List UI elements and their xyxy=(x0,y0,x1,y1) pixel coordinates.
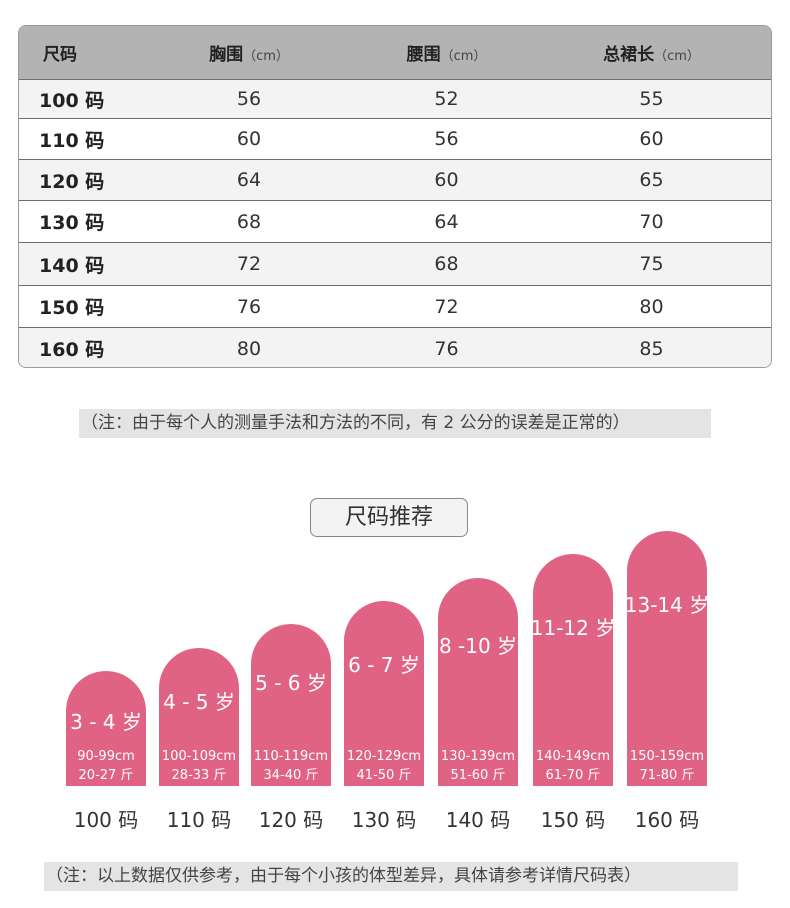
table-row: 110 码 60 56 60 xyxy=(19,118,771,159)
header-length: 总裙长（cm） xyxy=(559,40,744,65)
cell-length: 75 xyxy=(639,253,664,275)
bar-weight-label: 34-40 斤 xyxy=(263,768,319,783)
cell-size: 140 码 xyxy=(39,254,105,277)
bar-weight-label: 51-60 斤 xyxy=(450,768,506,783)
bar-age-label: 13-14 岁 xyxy=(624,593,710,617)
header-size-label: 尺码 xyxy=(43,45,77,65)
bar-age-label: 3 - 4 岁 xyxy=(70,710,142,734)
cell-size: 160 码 xyxy=(39,339,105,361)
cell-length: 65 xyxy=(639,169,664,191)
header-length-unit: （cm） xyxy=(654,49,700,64)
recommend-title: 尺码推荐 xyxy=(310,498,468,537)
reference-note: （注：以上数据仅供参考，由于每个小孩的体型差异，具体请参考详情尺码表） xyxy=(44,862,738,891)
bar-height-label: 90-99cm xyxy=(77,749,135,764)
cell-waist: 64 xyxy=(434,210,459,233)
bar-weight-label: 61-70 斤 xyxy=(545,768,601,783)
bar-height-label: 140-149cm xyxy=(535,749,611,764)
table-row: 100 码 56 52 55 xyxy=(19,79,771,118)
bar-weight-label: 20-27 斤 xyxy=(78,768,134,783)
bar-height-label: 120-129cm xyxy=(346,749,422,764)
cell-chest: 72 xyxy=(236,253,262,275)
cell-chest: 80 xyxy=(236,337,262,360)
size-bar: 8 -10 岁 130-139cm 51-60 斤 xyxy=(438,578,518,786)
bar-age-label: 8 -10 岁 xyxy=(438,634,518,658)
table-header: 尺码 胸围（cm） 腰围（cm） 总裙长（cm） xyxy=(19,26,771,79)
cell-chest: 76 xyxy=(236,295,262,318)
header-waist-unit: （cm） xyxy=(440,49,487,64)
cell-waist: 60 xyxy=(434,169,459,191)
cell-chest: 68 xyxy=(236,210,262,233)
bar-age-label: 11-12 岁 xyxy=(530,616,616,640)
bar-size-label: 120 码 xyxy=(258,808,324,832)
bar-age-label: 6 - 7 岁 xyxy=(348,653,420,677)
header-length-label: 总裙长 xyxy=(603,45,655,65)
bar-size-label: 140 码 xyxy=(445,808,511,832)
size-bar: 11-12 岁 140-149cm 61-70 斤 xyxy=(531,554,615,786)
cell-length: 80 xyxy=(639,295,664,318)
cell-waist: 68 xyxy=(434,253,459,275)
cell-waist: 52 xyxy=(434,88,459,110)
table-row: 140 码 72 68 75 xyxy=(19,242,771,285)
bar-height-label: 130-139cm xyxy=(440,749,516,764)
cell-chest: 64 xyxy=(236,169,262,191)
size-bar: 13-14 岁 150-159cm 71-80 斤 xyxy=(625,531,709,786)
cell-waist: 56 xyxy=(434,128,459,150)
cell-length: 85 xyxy=(639,337,664,360)
table-row: 150 码 76 72 80 xyxy=(19,285,771,327)
cell-size: 150 码 xyxy=(39,297,105,319)
table-row: 120 码 64 60 65 xyxy=(19,159,771,200)
bar-age-label: 4 - 5 岁 xyxy=(163,690,235,714)
header-chest-unit: （cm） xyxy=(243,49,289,64)
size-bar: 5 - 6 岁 110-119cm 34-40 斤 xyxy=(251,624,331,786)
cell-length: 60 xyxy=(639,128,664,150)
size-bar: 4 - 5 岁 100-109cm 28-33 斤 xyxy=(159,648,239,786)
bar-size-label: 110 码 xyxy=(166,808,232,832)
cell-size: 120 码 xyxy=(39,170,105,193)
size-bar: 6 - 7 岁 120-129cm 41-50 斤 xyxy=(344,601,424,786)
cell-size: 110 码 xyxy=(39,129,105,152)
cell-size: 100 码 xyxy=(39,89,105,112)
bar-weight-label: 28-33 斤 xyxy=(171,768,227,783)
header-chest: 胸围（cm） xyxy=(164,40,334,65)
bar-height-label: 150-159cm xyxy=(629,749,705,764)
bar-size-label: 150 码 xyxy=(540,808,606,832)
cell-waist: 76 xyxy=(434,337,459,360)
header-size: 尺码 xyxy=(19,40,164,65)
table-row: 160 码 80 76 85 xyxy=(19,327,771,367)
bar-size-label: 130 码 xyxy=(351,808,417,832)
header-chest-label: 胸围 xyxy=(209,45,244,65)
bar-height-label: 110-119cm xyxy=(253,749,329,764)
header-waist: 腰围（cm） xyxy=(334,40,559,65)
size-table: 尺码 胸围（cm） 腰围（cm） 总裙长（cm） 100 码 56 52 55 110 … xyxy=(18,25,772,368)
cell-waist: 72 xyxy=(434,295,459,318)
bar-age-label: 5 - 6 岁 xyxy=(255,671,327,695)
header-waist-label: 腰围 xyxy=(406,45,441,65)
bar-size-label: 100 码 xyxy=(73,808,139,832)
bar-size-label: 160 码 xyxy=(634,808,700,832)
cell-length: 70 xyxy=(639,210,664,233)
table-row: 130 码 68 64 70 xyxy=(19,200,771,242)
cell-length: 55 xyxy=(639,88,664,110)
table-body: 100 码 56 52 55 110 码 60 56 60 120 码 64 60 65 130 码 68… xyxy=(19,79,771,367)
cell-size: 130 码 xyxy=(39,212,105,234)
bar-height-label: 100-109cm xyxy=(161,749,237,764)
cell-chest: 56 xyxy=(236,88,262,110)
cell-chest: 60 xyxy=(236,128,262,150)
bar-weight-label: 41-50 斤 xyxy=(356,768,412,783)
bar-weight-label: 71-80 斤 xyxy=(639,768,695,783)
size-bar: 3 - 4 岁 90-99cm 20-27 斤 xyxy=(66,671,146,786)
measurement-note: （注：由于每个人的测量手法和方法的不同，有 2 公分的误差是正常的） xyxy=(79,409,711,438)
